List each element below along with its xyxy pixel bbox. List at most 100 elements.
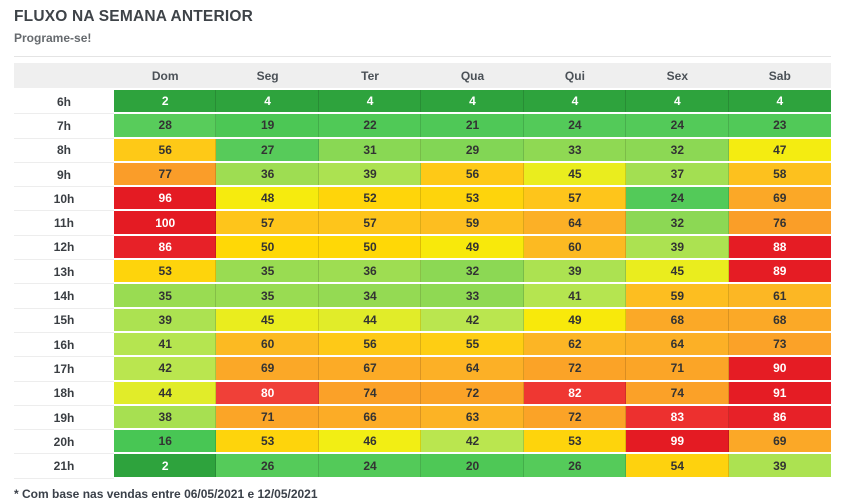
heatmap-cell: 49 bbox=[421, 235, 524, 261]
heatmap-container: Dom Seg Ter Qua Qui Sex Sab 6h 2 4 4 4 4 4 4 7h 28 19 22 21… bbox=[14, 63, 831, 479]
heatmap-cell: 36 bbox=[318, 260, 422, 285]
col-header: Ter bbox=[318, 63, 422, 90]
heatmap-cell: 63 bbox=[421, 405, 524, 431]
corner-cell bbox=[14, 63, 114, 90]
row-label: 7h bbox=[14, 114, 114, 139]
heatmap-cell: 66 bbox=[318, 405, 422, 431]
heatmap-cell: 42 bbox=[421, 308, 524, 333]
heatmap-cell: 16 bbox=[114, 430, 217, 455]
heatmap-cell: 2 bbox=[114, 454, 217, 479]
heatmap-cell: 64 bbox=[523, 211, 627, 236]
page-header: FLUXO NA SEMANA ANTERIOR Programe-se! bbox=[0, 0, 845, 46]
heatmap-cell: 57 bbox=[523, 187, 627, 212]
heatmap-cell: 53 bbox=[421, 187, 524, 212]
heatmap-cell: 4 bbox=[523, 90, 627, 115]
heatmap-cell: 28 bbox=[114, 114, 217, 139]
heatmap-cell: 33 bbox=[421, 284, 524, 309]
heatmap-cell: 39 bbox=[114, 308, 217, 333]
heatmap-cell: 39 bbox=[318, 162, 422, 188]
heatmap-cell: 37 bbox=[626, 162, 729, 188]
row-label: 20h bbox=[14, 430, 114, 455]
heatmap-cell: 86 bbox=[728, 405, 831, 431]
heatmap-cell: 2 bbox=[114, 90, 217, 115]
heatmap-cell: 96 bbox=[114, 187, 217, 212]
heatmap-cell: 39 bbox=[523, 260, 627, 285]
heatmap-cell: 24 bbox=[523, 114, 627, 139]
heatmap-cell: 35 bbox=[216, 284, 319, 309]
heatmap-cell: 42 bbox=[421, 430, 524, 455]
heatmap-cell: 46 bbox=[318, 430, 422, 455]
heatmap-cell: 19 bbox=[216, 114, 319, 139]
heatmap-cell: 90 bbox=[728, 357, 831, 382]
heatmap-cell: 53 bbox=[114, 260, 217, 285]
row-label: 13h bbox=[14, 260, 114, 285]
heatmap-cell: 89 bbox=[728, 260, 831, 285]
row-label: 12h bbox=[14, 235, 114, 261]
heatmap-cell: 52 bbox=[318, 187, 422, 212]
heatmap-cell: 44 bbox=[114, 381, 217, 406]
row-label: 6h bbox=[14, 90, 114, 115]
heatmap-cell: 72 bbox=[523, 405, 627, 431]
heatmap-cell: 61 bbox=[728, 284, 831, 309]
heatmap-cell: 32 bbox=[421, 260, 524, 285]
heatmap-cell: 69 bbox=[216, 357, 319, 382]
row-label: 10h bbox=[14, 187, 114, 212]
heatmap-cell: 71 bbox=[216, 405, 319, 431]
heatmap-cell: 49 bbox=[523, 308, 627, 333]
heatmap-cell: 69 bbox=[728, 430, 831, 455]
heatmap-cell: 45 bbox=[216, 308, 319, 333]
row-label: 8h bbox=[14, 138, 114, 163]
heatmap-cell: 50 bbox=[318, 235, 422, 261]
row-label: 15h bbox=[14, 308, 114, 333]
heatmap-cell: 4 bbox=[421, 90, 524, 115]
col-header: Sex bbox=[626, 63, 729, 90]
row-label: 18h bbox=[14, 381, 114, 406]
heatmap-cell: 56 bbox=[421, 162, 524, 188]
col-header: Qui bbox=[523, 63, 627, 90]
heatmap-cell: 88 bbox=[728, 235, 831, 261]
heatmap-cell: 71 bbox=[626, 357, 729, 382]
heatmap-cell: 4 bbox=[728, 90, 831, 115]
heatmap-cell: 74 bbox=[626, 381, 729, 406]
heatmap-cell: 36 bbox=[216, 162, 319, 188]
row-label: 21h bbox=[14, 454, 114, 479]
heatmap-cell: 4 bbox=[216, 90, 319, 115]
row-label: 11h bbox=[14, 211, 114, 236]
heatmap-cell: 4 bbox=[626, 90, 729, 115]
heatmap-cell: 53 bbox=[216, 430, 319, 455]
heatmap-cell: 26 bbox=[523, 454, 627, 479]
heatmap-cell: 56 bbox=[318, 332, 422, 358]
heatmap-cell: 56 bbox=[114, 138, 217, 163]
heatmap-cell: 24 bbox=[626, 187, 729, 212]
heatmap-cell: 22 bbox=[318, 114, 422, 139]
heatmap-cell: 99 bbox=[626, 430, 729, 455]
heatmap-cell: 54 bbox=[626, 454, 729, 479]
heatmap-cell: 44 bbox=[318, 308, 422, 333]
heatmap-cell: 74 bbox=[318, 381, 422, 406]
heatmap-cell: 67 bbox=[318, 357, 422, 382]
heatmap-cell: 60 bbox=[216, 332, 319, 358]
heatmap-cell: 45 bbox=[523, 162, 627, 188]
heatmap-cell: 47 bbox=[728, 138, 831, 163]
heatmap-cell: 64 bbox=[626, 332, 729, 358]
heatmap-cell: 57 bbox=[318, 211, 422, 236]
heatmap-cell: 42 bbox=[114, 357, 217, 382]
heatmap-cell: 48 bbox=[216, 187, 319, 212]
col-header: Seg bbox=[216, 63, 319, 90]
heatmap-cell: 41 bbox=[114, 332, 217, 358]
row-label: 9h bbox=[14, 162, 114, 188]
row-label: 17h bbox=[14, 357, 114, 382]
col-header: Qua bbox=[421, 63, 524, 90]
heatmap-cell: 29 bbox=[421, 138, 524, 163]
page-subtitle: Programe-se! bbox=[14, 31, 92, 45]
heatmap-cell: 58 bbox=[728, 162, 831, 188]
heatmap-cell: 72 bbox=[523, 357, 627, 382]
footnote: * Com base nas vendas entre 06/05/2021 e… bbox=[14, 486, 318, 500]
heatmap-cell: 73 bbox=[728, 332, 831, 358]
heatmap-cell: 53 bbox=[523, 430, 627, 455]
heatmap-cell: 86 bbox=[114, 235, 217, 261]
heatmap-cell: 35 bbox=[114, 284, 217, 309]
heatmap-cell: 55 bbox=[421, 332, 524, 358]
page-title: FLUXO NA SEMANA ANTERIOR bbox=[14, 8, 254, 25]
heatmap-cell: 57 bbox=[216, 211, 319, 236]
